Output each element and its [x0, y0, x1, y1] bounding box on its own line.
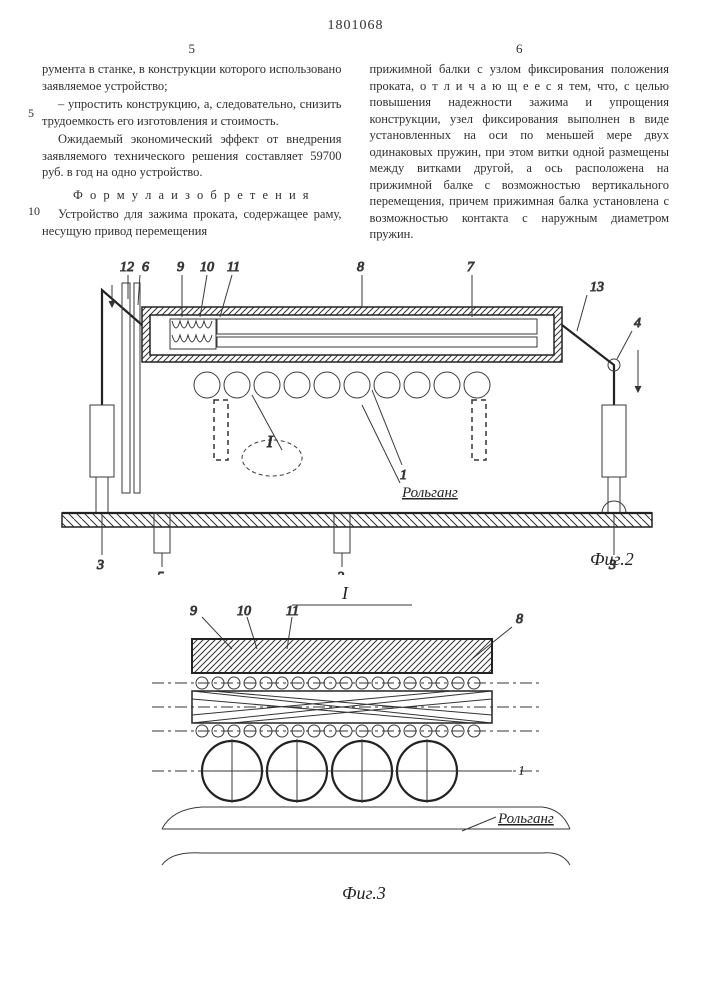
fig3-lbl-1: 1 — [518, 764, 525, 779]
fig2-lbl-9: 9 — [177, 260, 184, 275]
fig3-lbl-8: 8 — [516, 612, 523, 627]
fig2-lbl-3a: 3 — [96, 558, 104, 573]
fig3-lbl-11: 11 — [286, 604, 299, 619]
right-page-number: 6 — [370, 40, 670, 57]
fig2-rolgang: Рольганг — [401, 485, 458, 501]
fig2-lbl-1: 1 — [400, 468, 407, 483]
left-column: 5 румента в станке, в конструкции которо… — [42, 40, 342, 245]
left-page-number: 5 — [42, 40, 342, 57]
text-columns: 5 румента в станке, в конструкции которо… — [42, 40, 669, 245]
fig2-lbl-2: 2 — [337, 570, 344, 575]
line-marker-10: 10 — [28, 204, 40, 219]
fig2-lbl-7: 7 — [467, 260, 475, 275]
fig3-rolgang: Рольганг — [497, 811, 554, 827]
fig3-caption: Фиг.3 — [342, 883, 386, 903]
left-p4: Устройство для зажима проката, содержаще… — [42, 206, 342, 239]
right-p1: прижимной балки с узлом фиксирования пол… — [370, 61, 670, 243]
fig2-lbl-12: 12 — [120, 260, 134, 275]
left-p3: Ожидаемый экономический эффект от внедре… — [42, 131, 342, 181]
fig2-lbl-10: 10 — [200, 260, 214, 275]
fig2-lbl-13: 13 — [590, 280, 604, 295]
figure-2: 12 6 9 10 11 8 7 13 4 3 5 2 1 3 I — [42, 255, 669, 575]
fig2-section-I: I — [266, 432, 274, 451]
fig3-lbl-9: 9 — [190, 604, 197, 619]
fig2-lbl-11: 11 — [227, 260, 240, 275]
figure-3: I 9 10 11 8 — [42, 579, 669, 909]
fig2-caption: Фиг.2 — [590, 549, 634, 569]
fig3-lbl-10: 10 — [237, 604, 251, 619]
formula-heading: Ф о р м у л а и з о б р е т е н и я — [42, 187, 342, 204]
patent-number: 1801068 — [42, 18, 669, 34]
fig3-section-mark: I — [341, 583, 349, 603]
left-p2: – упростить конструкцию, а, следовательн… — [42, 96, 342, 129]
fig2-lbl-4: 4 — [634, 316, 641, 331]
left-p1: румента в станке, в конструкции которого… — [42, 61, 342, 94]
fig2-lbl-5: 5 — [157, 570, 164, 575]
fig2-lbl-8: 8 — [357, 260, 364, 275]
right-column: 6 прижимной балки с узлом фиксирования п… — [370, 40, 670, 245]
fig2-lbl-6: 6 — [142, 260, 149, 275]
line-marker-5: 5 — [28, 106, 34, 121]
